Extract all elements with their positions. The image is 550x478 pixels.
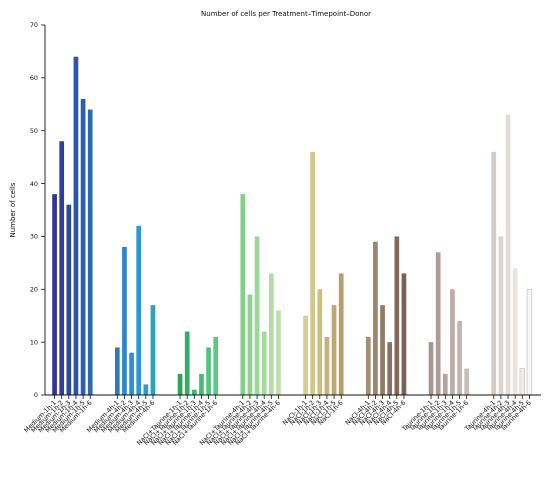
bar xyxy=(240,194,246,395)
y-axis-label: Number of cells xyxy=(9,182,17,237)
bar xyxy=(442,373,448,395)
y-tick-label: 60 xyxy=(30,74,38,82)
y-tick-label: 0 xyxy=(34,391,38,399)
bar xyxy=(184,331,190,395)
y-tick-label: 10 xyxy=(30,338,38,346)
bar xyxy=(464,368,470,395)
bar xyxy=(512,268,518,395)
bar xyxy=(435,252,441,395)
bar xyxy=(310,151,316,395)
y-tick-label: 40 xyxy=(30,180,38,188)
y-tick-label: 30 xyxy=(30,233,38,241)
bar xyxy=(114,347,120,395)
bar xyxy=(519,368,525,396)
bar xyxy=(365,336,371,395)
bar xyxy=(338,273,344,395)
bar xyxy=(87,109,93,396)
bar xyxy=(66,204,72,395)
bar xyxy=(136,225,142,395)
bar xyxy=(129,352,134,395)
bar xyxy=(206,347,211,395)
bar xyxy=(177,373,183,395)
bar xyxy=(73,56,79,395)
chart-title: Number of cells per Treatment–Timepoint–… xyxy=(201,10,371,18)
bar xyxy=(261,331,267,395)
bar xyxy=(457,321,462,395)
bars-group xyxy=(52,56,533,396)
x-axis-ticks: Medium-1h-1Medium-1h-2Medium-1h-3Medium-… xyxy=(22,395,533,447)
bar xyxy=(199,373,204,395)
bar xyxy=(498,236,504,395)
bar xyxy=(143,384,149,395)
y-axis-ticks: 0 10 20 30 40 50 60 70 xyxy=(30,21,45,399)
bar xyxy=(324,336,330,395)
bar xyxy=(191,389,197,395)
y-tick-label: 70 xyxy=(30,21,38,29)
bar xyxy=(450,289,455,395)
bar xyxy=(254,236,260,395)
bar xyxy=(331,305,337,395)
bar xyxy=(80,99,86,395)
bar xyxy=(428,342,434,395)
bar xyxy=(373,241,378,395)
y-tick-label: 50 xyxy=(30,127,38,135)
bar xyxy=(380,305,385,395)
bar xyxy=(247,294,253,395)
bar xyxy=(505,114,511,395)
bar xyxy=(401,273,407,395)
bar xyxy=(491,151,497,395)
bar xyxy=(387,342,393,395)
bar xyxy=(122,247,127,395)
bar xyxy=(317,289,323,395)
bar xyxy=(526,288,533,396)
bar xyxy=(150,305,156,395)
bar xyxy=(276,310,281,395)
bar xyxy=(268,273,274,395)
bar xyxy=(394,236,400,395)
bar xyxy=(213,336,219,395)
y-tick-label: 20 xyxy=(30,285,38,293)
bar xyxy=(303,315,308,395)
bar xyxy=(52,194,57,395)
bar xyxy=(59,141,65,395)
